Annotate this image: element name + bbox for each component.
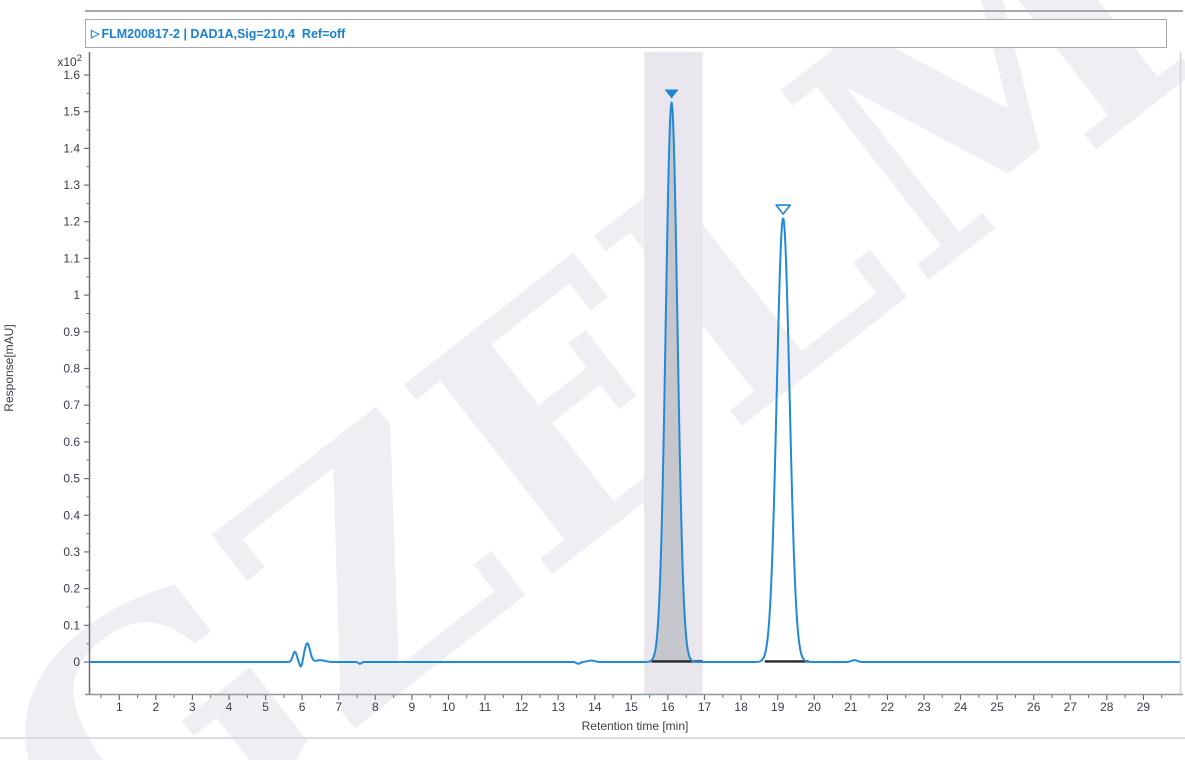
x-tick-label: 4	[226, 700, 233, 714]
signal-header[interactable]: ▷ FLM200817-2 | DAD1A,Sig=210,4 Ref=off	[85, 19, 1167, 48]
x-tick-label: 29	[1137, 700, 1151, 714]
x-tick-label: 3	[189, 700, 196, 714]
y-multiplier-base: x10	[57, 55, 77, 69]
x-tick-label: 15	[625, 700, 639, 714]
y-tick-label: 0.1	[63, 618, 80, 632]
x-tick-label: 23	[917, 700, 931, 714]
x-tick-label: 25	[990, 700, 1004, 714]
x-tick-label: 6	[299, 700, 306, 714]
x-tick-label: 16	[661, 700, 675, 714]
x-tick-label: 13	[552, 700, 566, 714]
x-tick-label: 21	[844, 700, 858, 714]
bottom-separator	[0, 737, 1185, 739]
x-tick-label: 14	[588, 700, 602, 714]
y-tick-label: 0	[73, 655, 80, 669]
y-tick-label: 0.8	[63, 362, 80, 376]
x-tick-label: 26	[1027, 700, 1041, 714]
y-tick-label: 0.7	[63, 398, 80, 412]
signal-title: FLM200817-2 | DAD1A,Sig=210,4 Ref=off	[101, 26, 346, 41]
x-tick-label: 10	[442, 700, 456, 714]
x-tick-label: 5	[262, 700, 269, 714]
x-axis-title: Retention time [min]	[581, 719, 689, 733]
x-tick-label: 8	[372, 700, 379, 714]
y-multiplier-exponent: 2	[76, 53, 82, 64]
peak-marker-filled-triangle[interactable]	[664, 89, 679, 99]
x-tick-label: 12	[515, 700, 529, 714]
x-tick-label: 17	[698, 700, 712, 714]
peak-marker-open-triangle[interactable]	[775, 204, 791, 215]
x-tick-label: 1	[116, 700, 123, 714]
y-axis-multiplier: x102	[30, 53, 82, 69]
y-tick-label: 1	[73, 288, 80, 302]
x-tick-label: 19	[771, 700, 785, 714]
expander-triangle-icon[interactable]: ▷	[91, 28, 100, 40]
y-tick-label: 0.6	[63, 435, 80, 449]
y-tick-label: 1.4	[63, 141, 80, 155]
y-axis-title: Response[mAU]	[2, 324, 16, 412]
y-tick-label: 0.2	[63, 582, 80, 596]
peak-area-fill	[651, 102, 703, 662]
x-tick-label: 28	[1100, 700, 1114, 714]
y-tick-label: 0.5	[63, 472, 80, 486]
x-tick-label: 22	[881, 700, 895, 714]
window-top-border	[85, 10, 1183, 12]
x-tick-label: 7	[335, 700, 342, 714]
x-tick-label: 2	[152, 700, 159, 714]
y-tick-label: 1.3	[63, 178, 80, 192]
y-tick-label: 0.4	[63, 508, 80, 522]
y-tick-label: 0.3	[63, 545, 80, 559]
y-tick-label: 1.2	[63, 215, 80, 229]
x-tick-label: 18	[734, 700, 748, 714]
x-tick-label: 20	[808, 700, 822, 714]
y-tick-label: 1.1	[63, 251, 80, 265]
x-tick-label: 9	[409, 700, 416, 714]
y-tick-label: 1.6	[63, 68, 80, 82]
x-tick-label: 11	[479, 700, 492, 714]
x-tick-label: 27	[1064, 700, 1078, 714]
y-tick-label: 0.9	[63, 325, 80, 339]
chromatogram-trace	[89, 101, 1181, 668]
x-tick-label: 24	[954, 700, 968, 714]
y-tick-label: 1.5	[63, 105, 80, 119]
